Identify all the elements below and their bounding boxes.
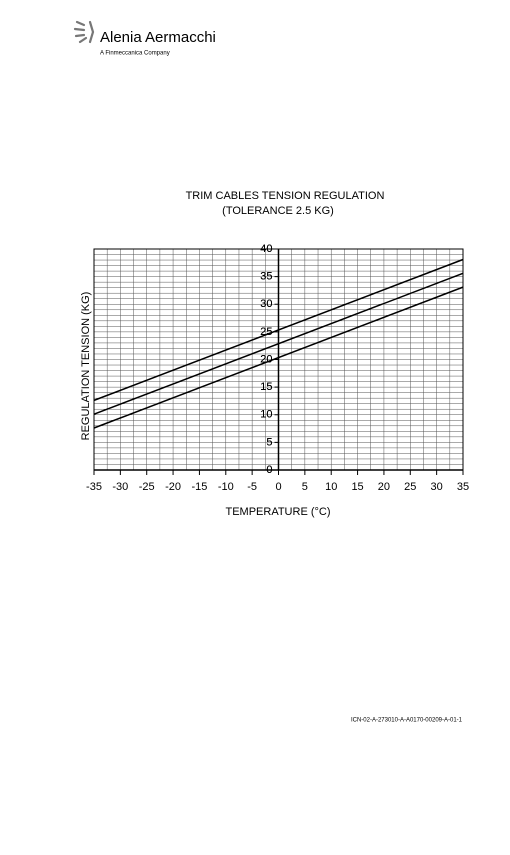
x-tick-label: 10 [325, 481, 337, 493]
y-tick-label: 40 [260, 243, 272, 255]
y-tick-label: 25 [260, 326, 272, 338]
x-tick-label: 35 [457, 481, 469, 493]
y-tick-label: 40 [260, 243, 272, 255]
x-tick-label: -20 [165, 481, 181, 493]
y-tick-label: 25 [260, 326, 272, 338]
tension-line [93, 272, 464, 415]
y-tick-label: 30 [260, 298, 272, 310]
logo-text: Alenia Aermacchi [100, 29, 216, 46]
y-tick-label: 15 [260, 381, 272, 393]
logo-icon [73, 20, 95, 44]
y-tick-label: 35 [260, 271, 272, 283]
y-tick-label: 20 [260, 353, 272, 365]
x-tick-label: 5 [302, 481, 308, 493]
y-tick-label: 35 [260, 271, 272, 283]
x-tick-label: -5 [247, 481, 257, 493]
x-tick-label: -30 [112, 481, 128, 493]
icn-code: ICN-02-A-273010-A-A0170-00209-A-01-1 [351, 718, 463, 724]
x-tick-label: 30 [431, 481, 443, 493]
x-tick-label: -25 [139, 481, 155, 493]
x-tick-label: 0 [275, 481, 281, 493]
y-tick-label: 15 [260, 381, 272, 393]
y-tick-label: 5 [266, 436, 272, 448]
chart-title: TRIM CABLES TENSION REGULATION [186, 190, 385, 202]
tension-line [93, 258, 464, 402]
y-tick-label: 10 [260, 409, 272, 421]
y-tick-label: 20 [260, 353, 272, 365]
y-tick-label: 0 [266, 464, 272, 476]
x-tick-label: 25 [404, 481, 416, 493]
y-tick-label: 10 [260, 409, 272, 421]
x-tick-label: -35 [86, 481, 102, 493]
x-tick-label: 15 [351, 481, 363, 493]
y-tick-label: 5 [266, 436, 272, 448]
logo-tagline: A Finmeccanica Company [100, 51, 170, 57]
y-axis-label: REGULATION TENSION (KG) [80, 292, 92, 441]
tension-line [93, 286, 464, 429]
y-tick-label: 0 [266, 464, 272, 476]
chart-subtitle: (TOLERANCE 2.5 KG) [222, 205, 334, 217]
x-axis-label: TEMPERATURE (°C) [225, 506, 330, 518]
y-tick-label: 30 [260, 298, 272, 310]
x-tick-label: 20 [378, 481, 390, 493]
x-tick-label: -15 [191, 481, 207, 493]
x-tick-label: -10 [218, 481, 234, 493]
